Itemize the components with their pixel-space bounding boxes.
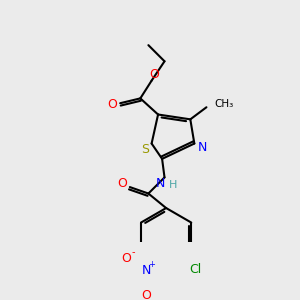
- Text: CH₃: CH₃: [214, 99, 234, 109]
- Text: -: -: [131, 248, 135, 257]
- Text: O: O: [149, 68, 159, 81]
- Text: O: O: [117, 177, 127, 190]
- Text: N: N: [156, 177, 165, 190]
- Text: O: O: [141, 290, 151, 300]
- Text: H: H: [168, 181, 177, 190]
- Text: O: O: [121, 251, 131, 265]
- Text: +: +: [148, 260, 155, 269]
- Text: S: S: [141, 143, 149, 157]
- Text: N: N: [198, 141, 207, 154]
- Text: O: O: [107, 98, 117, 111]
- Text: Cl: Cl: [189, 263, 201, 276]
- Text: N: N: [141, 264, 151, 277]
